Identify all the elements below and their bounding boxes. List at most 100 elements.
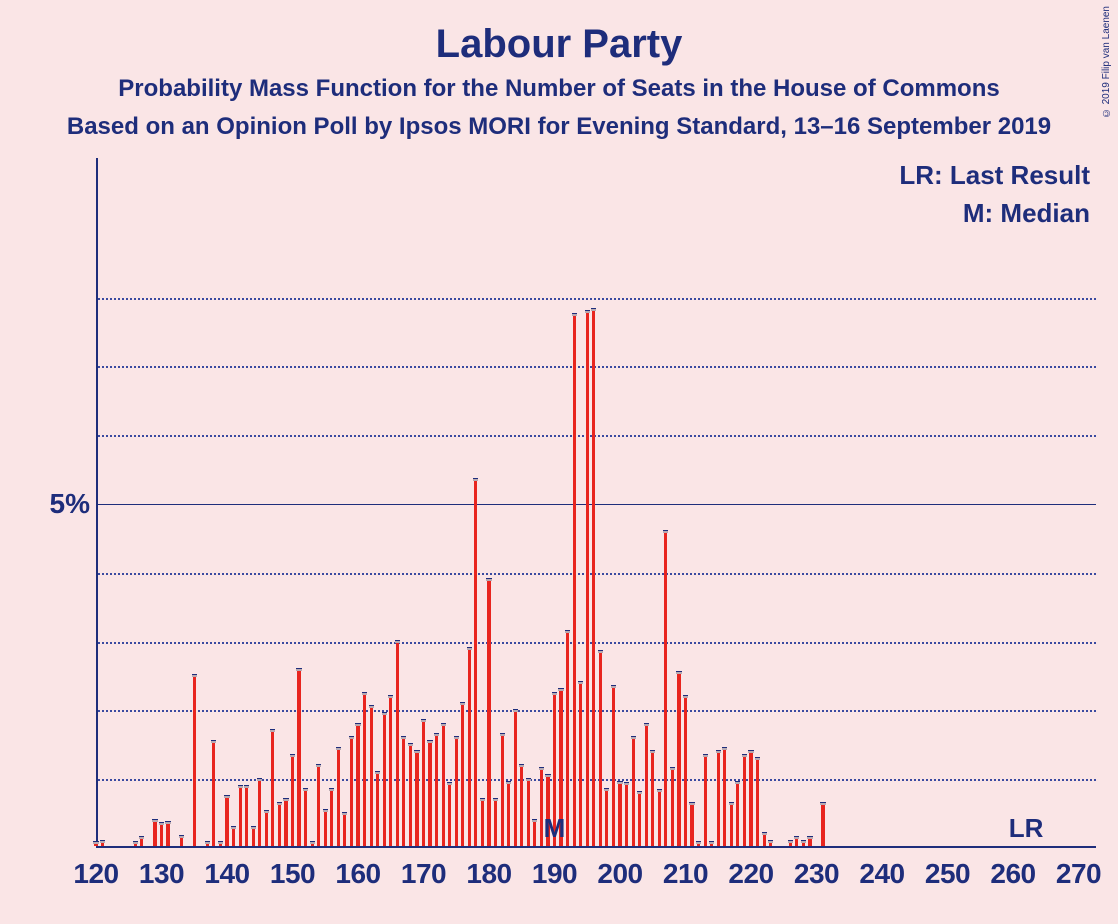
bar [573, 316, 576, 846]
bar [638, 794, 641, 846]
bar [730, 805, 733, 846]
bar [671, 770, 674, 846]
bar [304, 791, 307, 846]
gridline [98, 642, 1096, 644]
bar [370, 708, 373, 846]
bar [684, 698, 687, 846]
bar [527, 781, 530, 846]
copyright-text: © 2019 Filip van Laenen [1101, 6, 1112, 118]
bar [212, 743, 215, 846]
bar [566, 633, 569, 846]
bar [690, 805, 693, 846]
bar [677, 674, 680, 846]
bar [592, 311, 595, 846]
x-axis-line [96, 846, 1096, 848]
bar [717, 753, 720, 846]
x-tick-label: 230 [794, 858, 839, 890]
bar [540, 770, 543, 846]
bar [278, 805, 281, 846]
bar [632, 739, 635, 846]
bar [461, 705, 464, 846]
bar [704, 757, 707, 846]
bar [743, 757, 746, 846]
bar [180, 838, 183, 846]
bar [350, 739, 353, 846]
x-tick-label: 240 [859, 858, 904, 890]
bar [232, 829, 235, 846]
bar [160, 825, 163, 846]
bar [756, 760, 759, 846]
x-tick-label: 150 [270, 858, 315, 890]
bar [284, 801, 287, 846]
bar [520, 767, 523, 846]
chart-title: Labour Party [0, 0, 1118, 67]
gridline [98, 504, 1096, 505]
bar [409, 746, 412, 846]
chart-subtitle: Probability Mass Function for the Number… [0, 67, 1118, 103]
gridline [98, 435, 1096, 437]
bar [396, 643, 399, 846]
bar [245, 788, 248, 846]
bar [239, 788, 242, 846]
bar [599, 653, 602, 846]
bar [664, 533, 667, 846]
bar [330, 791, 333, 846]
gridline [98, 710, 1096, 712]
x-tick-label: 160 [335, 858, 380, 890]
x-axis-labels: 1201301401501601701801902002102202302402… [96, 858, 1118, 898]
bar [337, 750, 340, 846]
bar [808, 839, 811, 846]
bar [651, 753, 654, 846]
bar [468, 650, 471, 846]
y-axis-line [96, 158, 98, 848]
bar [625, 785, 628, 846]
bar [297, 671, 300, 846]
bar [376, 774, 379, 846]
bar [487, 581, 490, 846]
bar [494, 801, 497, 846]
bar [363, 695, 366, 846]
chart-subtitle2: Based on an Opinion Poll by Ipsos MORI f… [0, 103, 1118, 141]
bar [795, 839, 798, 846]
bar [265, 813, 268, 846]
bar [763, 835, 766, 846]
bar [710, 844, 713, 846]
bar [428, 743, 431, 846]
bar [193, 677, 196, 846]
x-tick-label: 120 [73, 858, 118, 890]
gridline [98, 298, 1096, 300]
x-tick-label: 130 [139, 858, 184, 890]
bar [586, 313, 589, 846]
bar [507, 784, 510, 846]
gridline [98, 779, 1096, 781]
bar [291, 757, 294, 846]
bar [533, 822, 536, 846]
bar [252, 829, 255, 846]
bar [140, 839, 143, 846]
bar [455, 739, 458, 846]
bar [645, 726, 648, 846]
gridline [98, 366, 1096, 368]
bar [579, 684, 582, 846]
bar [258, 781, 261, 846]
bar [612, 688, 615, 846]
x-tick-label: 140 [204, 858, 249, 890]
bar [605, 791, 608, 846]
bar [383, 715, 386, 846]
bar [356, 726, 359, 846]
bar [415, 753, 418, 846]
bar [501, 736, 504, 846]
bar [317, 767, 320, 846]
bar [101, 843, 104, 846]
bar [219, 844, 222, 846]
bar [206, 844, 209, 846]
marker-lr: LR [1009, 813, 1044, 844]
x-tick-label: 260 [990, 858, 1035, 890]
bar [153, 822, 156, 846]
bar [769, 843, 772, 846]
bar [618, 784, 621, 846]
bar [736, 784, 739, 846]
x-tick-label: 270 [1056, 858, 1101, 890]
bar [789, 843, 792, 846]
bar [225, 798, 228, 846]
